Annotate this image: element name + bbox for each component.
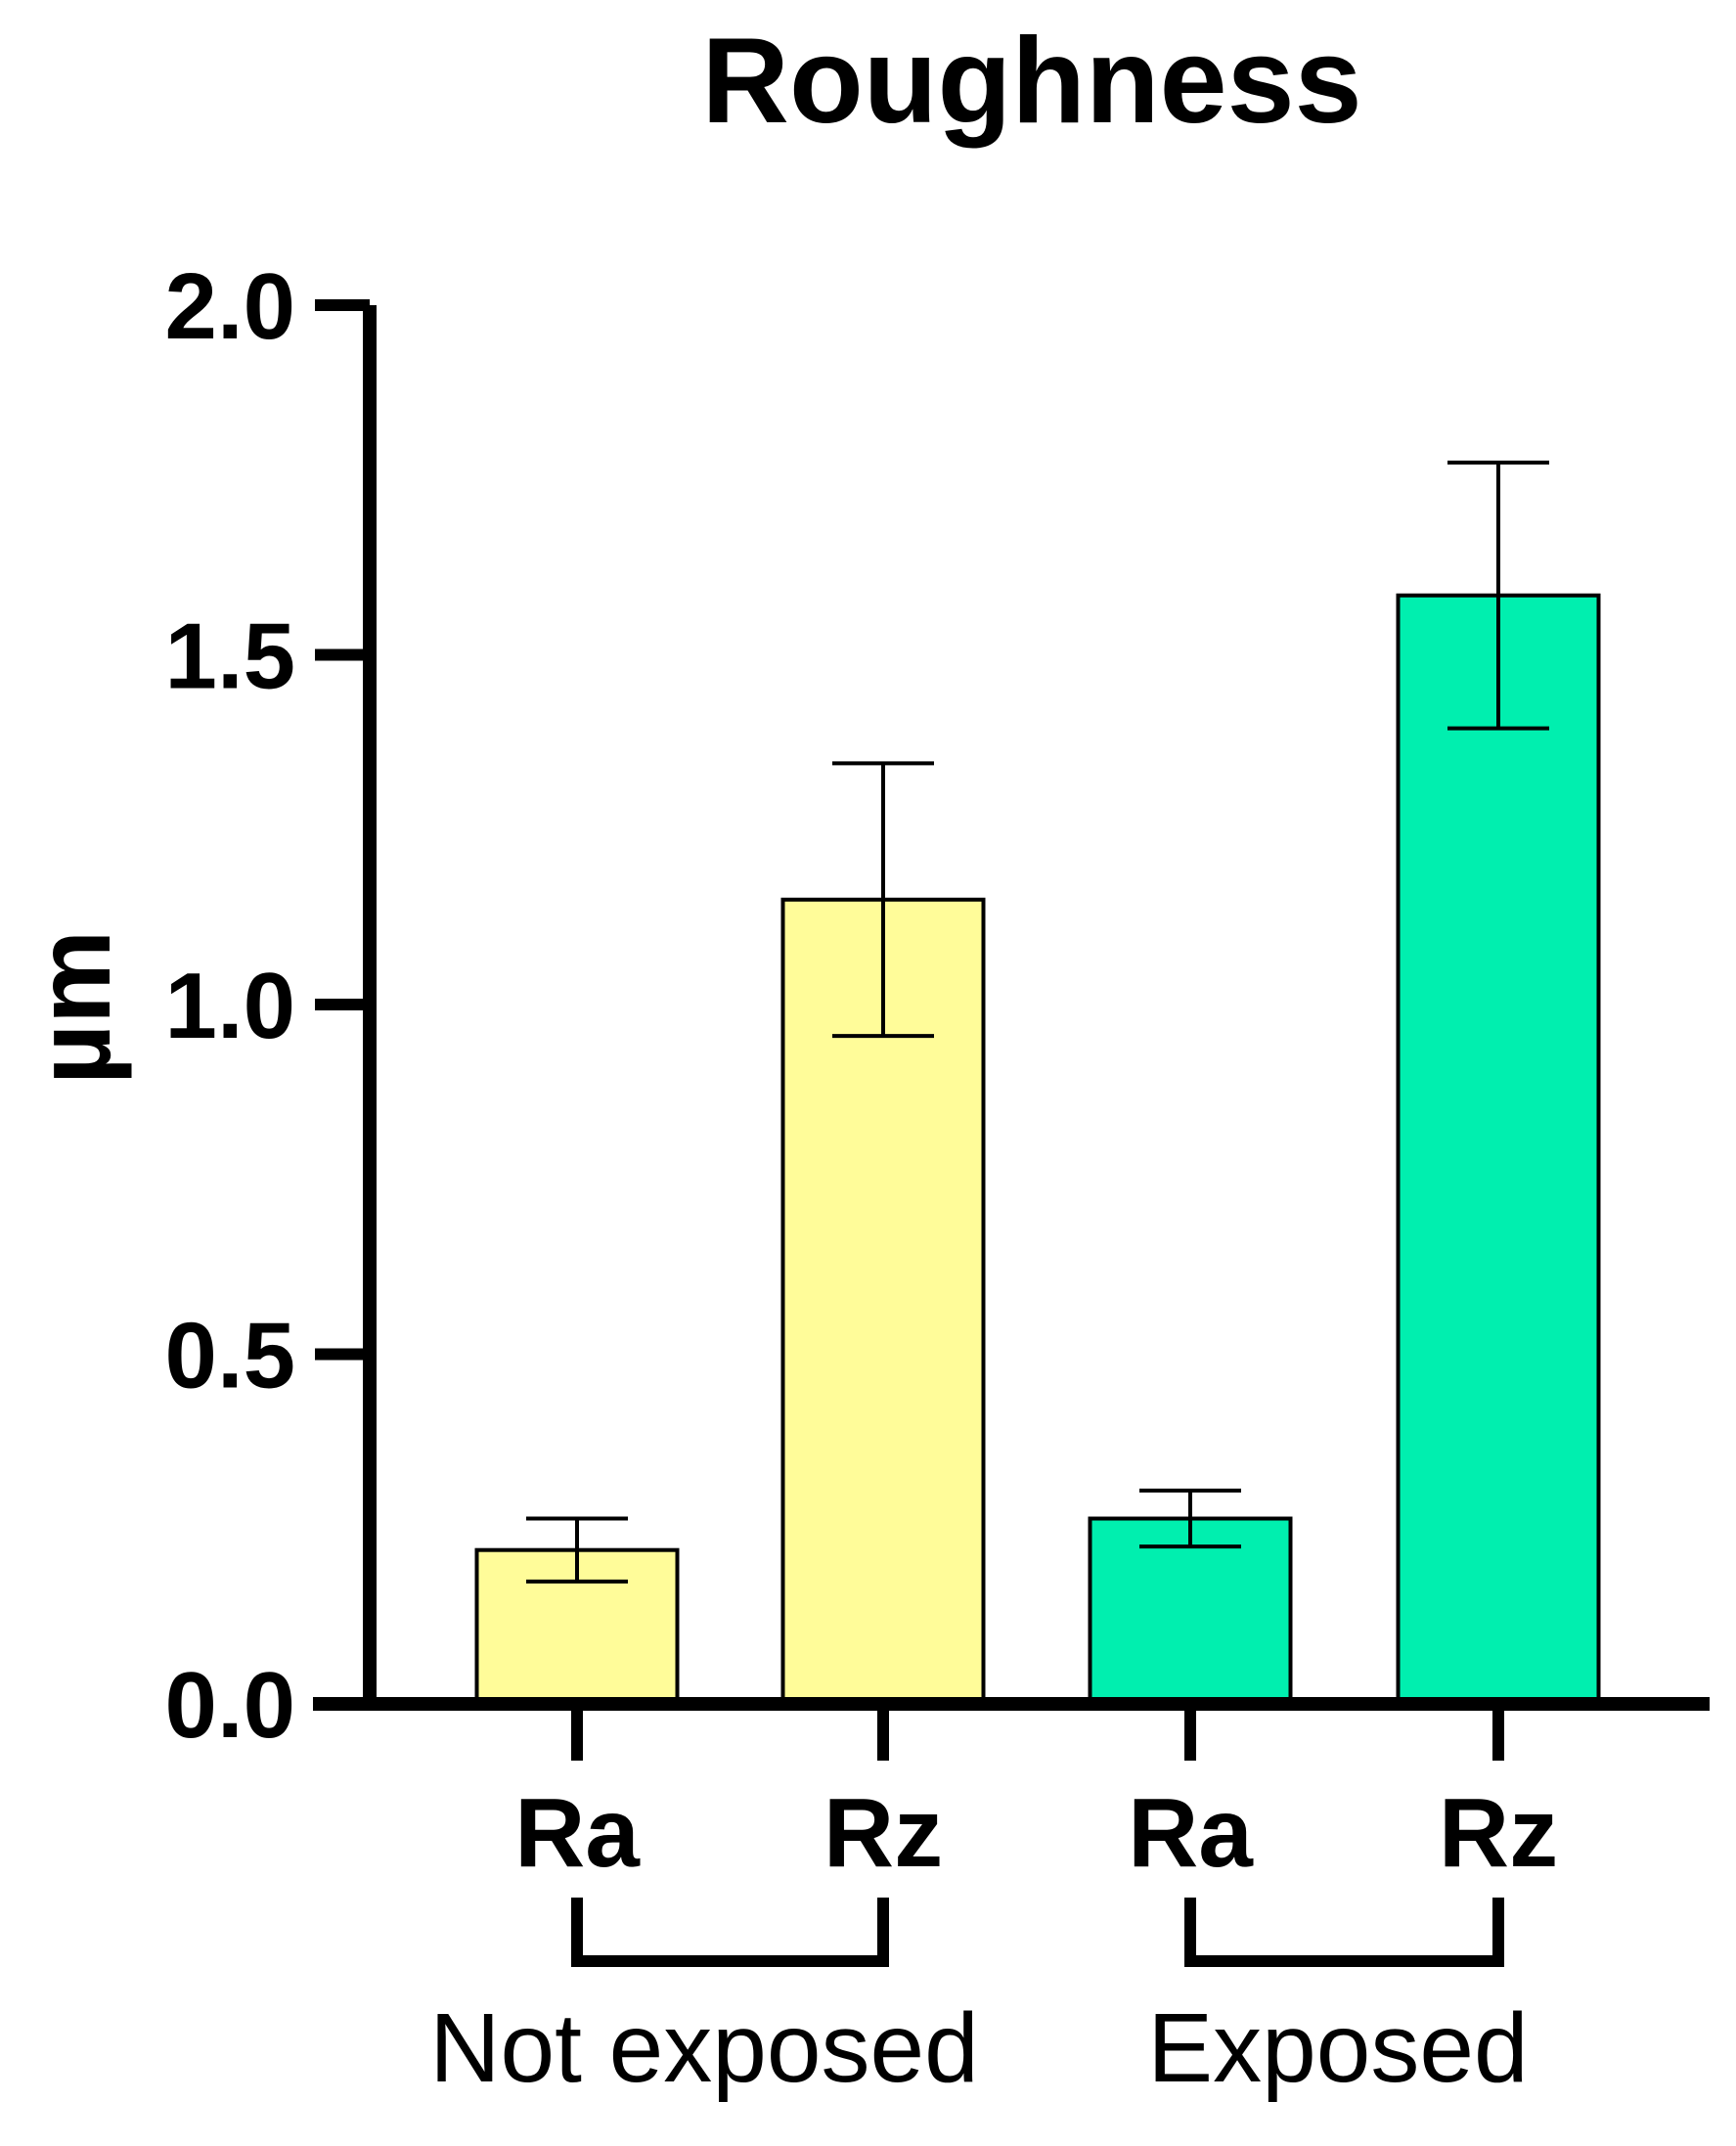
group-brackets: Not exposed Exposed — [429, 1898, 1529, 2103]
group-label: Not exposed — [429, 1993, 978, 2103]
y-tick-label: 1.5 — [165, 604, 295, 709]
y-tick-label: 0.5 — [165, 1304, 295, 1408]
x-category-label: Ra — [1128, 1778, 1254, 1888]
x-axis-categories: Ra Rz Ra Rz — [514, 1704, 1558, 1888]
y-axis-ticks: 0.0 0.5 1.0 1.5 2.0 — [165, 254, 370, 1758]
error-bars — [526, 460, 1549, 1584]
x-category-label: Rz — [1439, 1778, 1558, 1888]
y-tick-label: 2.0 — [165, 254, 295, 359]
bar-rz-3 — [1396, 593, 1601, 1706]
x-category-label: Rz — [823, 1778, 943, 1888]
bars — [474, 593, 1601, 1707]
x-category-label: Ra — [514, 1778, 641, 1888]
axes — [313, 305, 1710, 1711]
y-tick-label: 1.0 — [165, 954, 295, 1058]
group-label: Exposed — [1147, 1993, 1528, 2103]
chart-title: Roughness — [701, 14, 1361, 149]
group-bracket — [1184, 1898, 1504, 1967]
group-bracket — [571, 1898, 889, 1967]
y-axis-label: µm — [14, 930, 132, 1085]
y-tick-label: 0.0 — [165, 1653, 295, 1758]
